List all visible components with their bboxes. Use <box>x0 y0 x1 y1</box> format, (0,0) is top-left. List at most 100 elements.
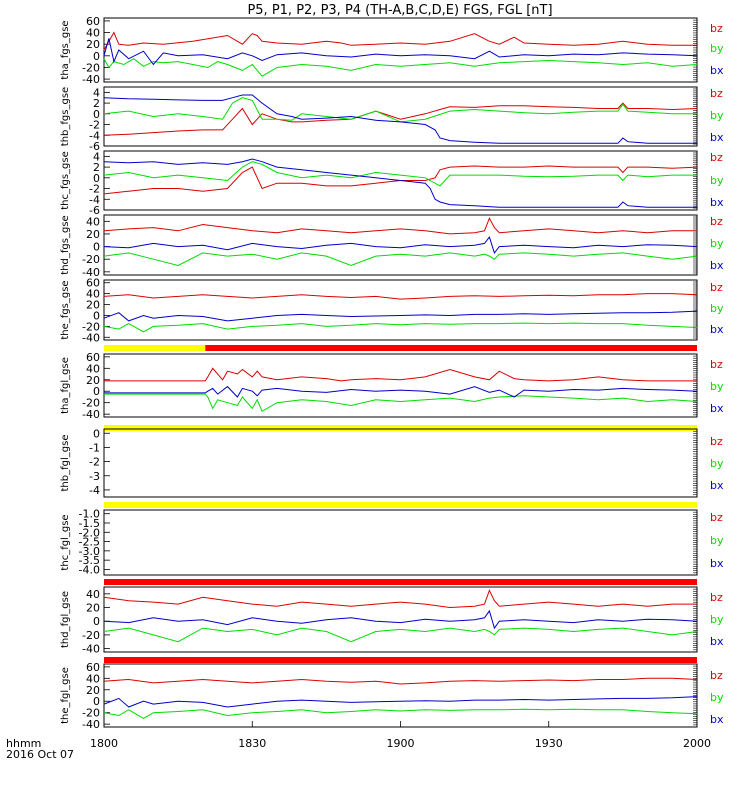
legend-bz: bz <box>710 358 723 371</box>
y-tick-label: 40 <box>86 362 100 375</box>
series-bx <box>103 38 698 66</box>
y-tick-label: -3.0 <box>79 545 100 558</box>
y-tick-label: 0 <box>93 615 100 628</box>
legend-by: by <box>710 237 724 250</box>
y-tick-label: -20 <box>82 397 100 410</box>
series-bx <box>103 158 697 208</box>
y-tick-label: 40 <box>86 288 100 301</box>
y-axis-label: tha_fgs_gse <box>60 20 71 79</box>
chart-title: P5, P1, P2, P3, P4 (TH-A,B,C,D,E) FGS, F… <box>247 3 552 18</box>
legend-bx: bx <box>710 259 724 272</box>
legend-bz: bz <box>710 87 723 100</box>
y-tick-label: 20 <box>86 38 100 51</box>
series-bx <box>103 696 698 708</box>
y-tick-label: 60 <box>86 351 100 364</box>
y-tick-label: -20 <box>82 253 100 266</box>
y-tick-label: 0 <box>93 695 100 708</box>
y-tick-label: 60 <box>86 277 100 290</box>
y-tick-label: 4 <box>93 86 100 99</box>
y-tick-label: 40 <box>86 672 100 685</box>
y-tick-label: 0 <box>93 108 100 121</box>
series-by <box>103 58 698 77</box>
legend-bz: bz <box>710 669 723 682</box>
series-bz <box>103 589 697 609</box>
y-tick-label: 20 <box>86 684 100 697</box>
y-tick-label: 0 <box>93 427 100 440</box>
legend-by: by <box>710 380 724 393</box>
y-tick-label: -40 <box>82 718 100 731</box>
series-by <box>103 322 698 333</box>
y-tick-label: -20 <box>82 707 100 720</box>
series-by <box>103 708 698 719</box>
legend-by: by <box>710 42 724 55</box>
y-tick-label: 2 <box>93 161 100 174</box>
y-tick-label: -40 <box>82 408 100 421</box>
y-tick-label: 20 <box>86 374 100 387</box>
legend-by: by <box>710 302 724 315</box>
legend-by: by <box>710 174 724 187</box>
status-bar-segment <box>104 657 697 663</box>
status-bar-segment <box>104 425 697 431</box>
legend-by: by <box>710 109 724 122</box>
legend-bx: bx <box>710 323 724 336</box>
series-by <box>103 252 698 267</box>
y-tick-label: -40 <box>82 331 100 344</box>
series-bz <box>103 677 698 685</box>
y-tick-label: 0 <box>93 172 100 185</box>
y-tick-label: 40 <box>86 215 100 228</box>
status-bar-segment <box>205 345 697 351</box>
y-axis-label: thc_fgl_gse <box>60 514 71 570</box>
legend-bx: bx <box>710 64 724 77</box>
series-bx <box>103 609 698 630</box>
x-tick-label: 2000 <box>683 737 711 750</box>
legend-bz: bz <box>710 215 723 228</box>
y-axis-label: thb_fgl_gse <box>60 435 71 492</box>
legend-bx: bx <box>710 713 724 726</box>
series-by <box>103 97 697 123</box>
date-label: 2016 Oct 07 <box>6 748 74 761</box>
y-tick-label: 20 <box>86 602 100 615</box>
y-tick-label: -4 <box>89 193 100 206</box>
y-tick-label: -40 <box>82 643 100 656</box>
y-tick-label: 0 <box>93 309 100 322</box>
legend-by: by <box>710 613 724 626</box>
y-tick-label: -2 <box>89 183 100 196</box>
legend-bx: bx <box>710 131 724 144</box>
y-tick-label: 40 <box>86 588 100 601</box>
y-tick-label: -4 <box>89 484 100 497</box>
legend-bx: bx <box>710 635 724 648</box>
y-tick-label: 40 <box>86 27 100 40</box>
legend-by: by <box>710 691 724 704</box>
panel-frame <box>103 509 698 576</box>
y-tick-label: -20 <box>82 629 100 642</box>
status-bar-segment <box>104 345 206 351</box>
y-axis-label: thd_fgs_gse <box>60 215 71 274</box>
legend-bz: bz <box>710 22 723 35</box>
y-tick-label: -20 <box>82 61 100 74</box>
y-tick-label: -1.0 <box>79 508 100 521</box>
series-bz <box>103 31 697 51</box>
series-bz <box>104 367 697 382</box>
legend-bx: bx <box>710 557 724 570</box>
panel-frame <box>103 586 698 653</box>
series-bx <box>103 94 697 144</box>
y-tick-label: 20 <box>86 228 100 241</box>
status-bar-segment <box>104 579 697 585</box>
panel-frame <box>103 279 698 341</box>
panel-frame <box>103 17 698 83</box>
y-tick-label: -40 <box>82 73 100 86</box>
x-tick-label: 1800 <box>90 737 118 750</box>
y-tick-label: -2 <box>89 456 100 469</box>
legend-by: by <box>710 457 724 470</box>
panel-7: 0-1 -2-3-4 thb_fgl_gse bz by bx <box>60 425 724 498</box>
y-tick-label: 60 <box>86 15 100 28</box>
series-by <box>104 393 698 413</box>
series-bz <box>103 293 698 300</box>
y-axis-label: thc_fgs_gse <box>60 151 71 210</box>
panel-frame <box>103 353 698 418</box>
